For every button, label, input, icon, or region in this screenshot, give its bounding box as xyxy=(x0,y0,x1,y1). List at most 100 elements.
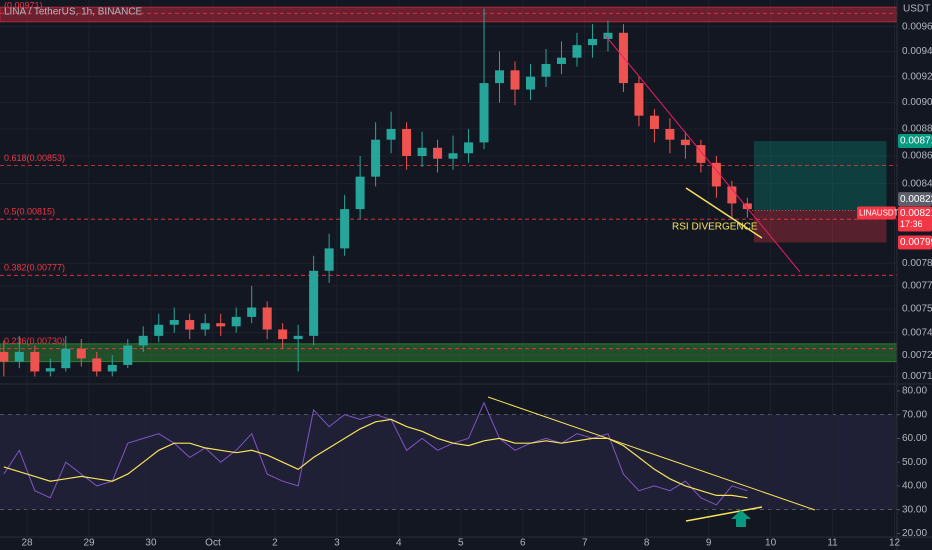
candle-body xyxy=(572,45,582,58)
zone xyxy=(0,343,898,363)
x-tick-label: 7 xyxy=(582,538,588,549)
x-tick-label: 2 xyxy=(272,538,278,549)
rsi-line xyxy=(3,401,748,506)
candle-body xyxy=(587,38,597,46)
candle-body xyxy=(293,335,303,340)
candle-body xyxy=(371,139,381,177)
x-tick-label: 30 xyxy=(145,538,157,549)
candle-body xyxy=(448,153,458,159)
fib-label: 0.5(0.00815) xyxy=(4,207,55,217)
candle-body xyxy=(634,83,644,116)
candle-body xyxy=(541,63,551,77)
candle-body xyxy=(324,248,334,271)
axis-unit: USDT xyxy=(903,4,930,15)
candle-body xyxy=(247,307,257,317)
fib-label: (0.00971) xyxy=(4,1,43,11)
candle-body xyxy=(30,351,40,372)
candle-body xyxy=(14,351,24,362)
candle-body xyxy=(309,270,319,336)
candle-body xyxy=(510,70,520,90)
candle-body xyxy=(340,209,350,249)
x-tick-label: Oct xyxy=(205,538,221,549)
candle-body xyxy=(278,329,288,340)
fib-label: 0.382(0.00777) xyxy=(4,263,65,273)
candle-body xyxy=(262,307,272,330)
candle-body xyxy=(727,186,737,204)
y-tick-label: 30.00 xyxy=(902,504,927,515)
x-tick-label: 28 xyxy=(22,538,34,549)
arrow-icon xyxy=(731,510,751,527)
trend-line xyxy=(604,34,801,273)
candle-body xyxy=(169,320,179,325)
chart-title: LINA / TetherUS, 1h, BINANCE xyxy=(4,7,143,18)
candle-body xyxy=(603,32,613,39)
candle-body xyxy=(107,364,117,372)
rsi-trend-line xyxy=(685,506,763,522)
y-tick-label: 0.00726 xyxy=(902,350,932,361)
position-target xyxy=(753,141,887,211)
candle-body xyxy=(696,145,706,163)
x-tick-label: 5 xyxy=(458,538,464,549)
candle-body xyxy=(417,147,427,156)
x-tick-label: 3 xyxy=(334,538,340,549)
x-tick-label: 4 xyxy=(396,538,402,549)
countdown: 17:36 xyxy=(900,219,923,229)
price-tag xyxy=(898,192,932,207)
candle-body xyxy=(231,316,241,327)
x-tick-label: 11 xyxy=(827,538,838,549)
x-tick-label: 8 xyxy=(644,538,650,549)
y-tick-label: 0.00755 xyxy=(902,304,932,315)
price-tag xyxy=(898,235,932,250)
symbol-tag xyxy=(857,206,896,220)
candle-body xyxy=(61,348,71,369)
candle-body xyxy=(76,348,86,359)
candle-body xyxy=(386,128,396,140)
candle-body xyxy=(649,115,659,129)
candle-body xyxy=(92,358,102,372)
x-tick-label: 9 xyxy=(706,538,712,549)
candle-body xyxy=(526,76,536,90)
candle-body xyxy=(665,128,675,140)
plot-layer: (0.00971) 0.618(0.00853) 0.5(0.00815) 0.382… xyxy=(0,0,898,537)
x-tick-label: 10 xyxy=(765,538,777,549)
price-tag xyxy=(898,134,932,149)
candle-body xyxy=(200,323,210,330)
candle-body xyxy=(433,147,443,159)
candle-body xyxy=(0,351,9,362)
candle-body xyxy=(556,57,566,64)
y-tick-label: 0.00713 xyxy=(902,371,932,382)
y-tick-label: 60.00 xyxy=(902,433,927,444)
candle-body xyxy=(464,142,474,154)
candle-body xyxy=(711,162,721,187)
symbol-label: LINAUSDT xyxy=(859,209,899,218)
candle-body xyxy=(123,345,133,365)
trend-line xyxy=(685,187,763,239)
candle-body xyxy=(680,139,690,146)
candle-body xyxy=(154,324,164,336)
rsi-line xyxy=(3,418,748,499)
candle-body xyxy=(45,368,55,372)
candle-body xyxy=(138,335,148,346)
y-tick-label: 0.00785 xyxy=(902,258,932,269)
price-tag-label: 0.00822 xyxy=(900,194,932,205)
last-price-tag xyxy=(898,206,932,232)
candle-body xyxy=(742,203,752,210)
price-tag-label: 0.00871 xyxy=(900,136,932,147)
price-axis xyxy=(897,0,932,550)
annotation: RSI DIVERGENCE xyxy=(672,222,758,233)
fib-label: 0.618(0.00853) xyxy=(4,153,65,163)
x-tick-label: 6 xyxy=(520,538,526,549)
price-tag-label: 0.00799 xyxy=(900,237,932,248)
candle-body xyxy=(216,323,226,327)
